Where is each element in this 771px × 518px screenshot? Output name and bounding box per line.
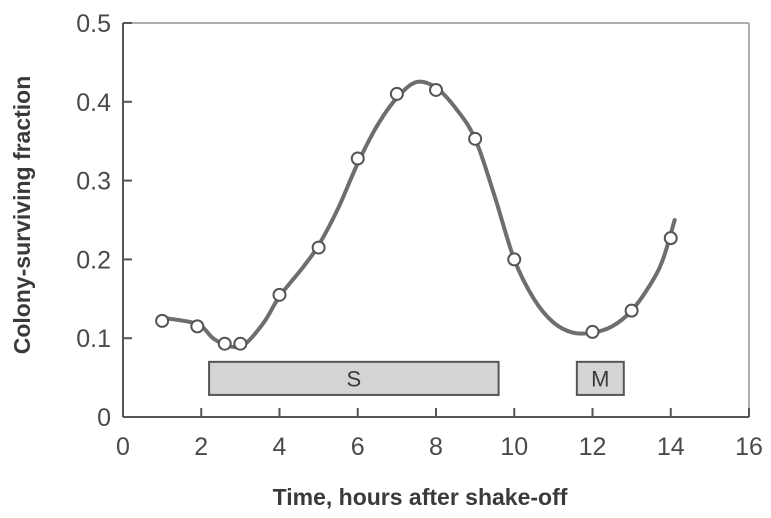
axis-ticks: 0 2 4 6 8 10 12 14 16 0 0.1 0.2 0.3 0.4 0.5 <box>76 10 763 461</box>
data-point <box>663 231 678 246</box>
data-point <box>233 336 248 351</box>
data-point <box>311 240 326 255</box>
y-tick-label: 0 <box>97 404 111 432</box>
fit-curve-layer <box>160 79 677 350</box>
data-point <box>624 303 639 318</box>
x-tick-label: 14 <box>657 433 685 461</box>
plot-frame <box>122 22 750 418</box>
data-points <box>155 82 678 351</box>
data-point <box>389 86 404 101</box>
data-point <box>585 324 600 339</box>
x-tick-label: 4 <box>273 433 287 461</box>
data-point <box>429 82 443 97</box>
fit-curve <box>160 79 677 350</box>
phase-bar-label: S <box>346 366 361 391</box>
data-point <box>507 252 522 267</box>
x-tick-label: 10 <box>500 433 528 461</box>
y-tick-label: 0.1 <box>76 325 111 353</box>
x-tick-label: 2 <box>194 433 208 461</box>
phase-bar-m <box>575 360 625 396</box>
phase-bar-s <box>208 360 500 396</box>
data-point <box>468 131 483 146</box>
x-tick-label: 12 <box>579 433 607 461</box>
x-tick-label: 8 <box>429 433 443 461</box>
data-point <box>190 319 205 334</box>
y-tick-label: 0.2 <box>76 246 111 274</box>
data-point <box>272 287 287 302</box>
y-axis-title: Colony-surviving fraction <box>9 76 35 355</box>
phase-bar-label: M <box>591 366 609 391</box>
data-point <box>217 336 232 351</box>
y-tick-label: 0.4 <box>76 89 111 117</box>
data-point <box>155 313 170 328</box>
y-tick-label: 0.5 <box>76 10 111 38</box>
x-axis-title: Time, hours after shake-off <box>273 484 568 510</box>
x-tick-label: 0 <box>116 433 130 461</box>
y-tick-label: 0.3 <box>76 168 111 196</box>
x-tick-label: 6 <box>351 433 365 461</box>
data-point <box>350 151 365 166</box>
x-tick-label: 16 <box>735 433 763 461</box>
